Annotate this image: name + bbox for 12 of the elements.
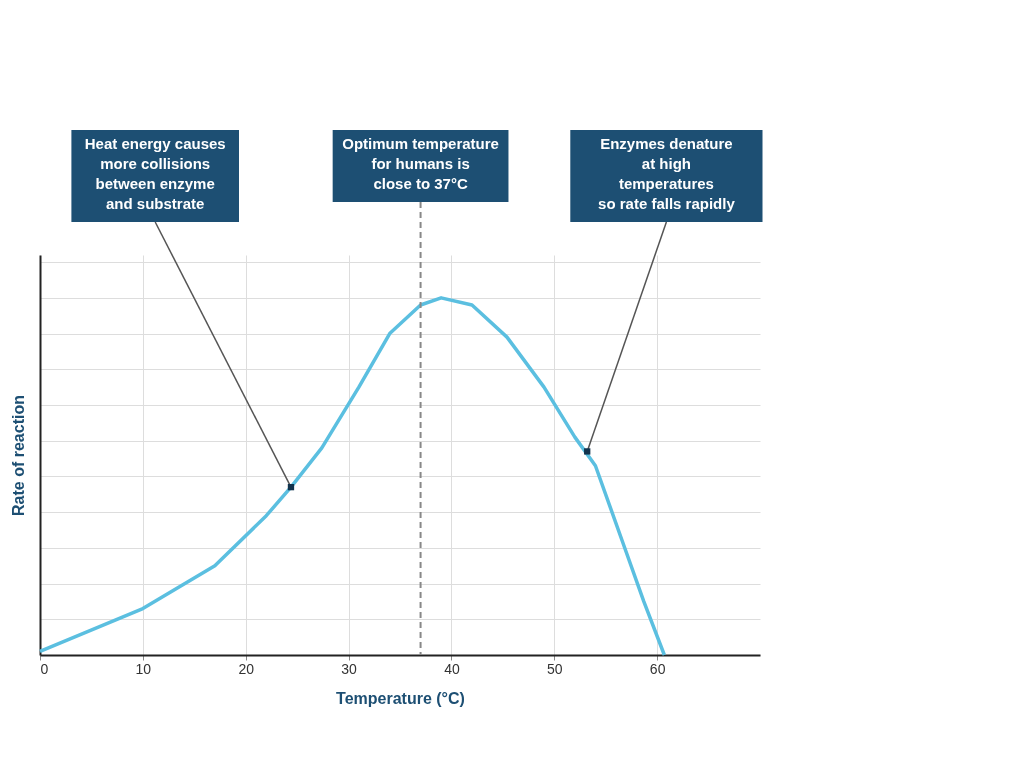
x-tick-label: 30 (341, 660, 358, 677)
annotation: Heat energy causes more collisions between enzyme and substrate (84, 135, 226, 212)
x-tick-label: 10 (135, 660, 152, 677)
x-tick-label: 40 (444, 660, 460, 677)
annotation: Enzymes denature at high temperatures so rate falls rapidly (598, 135, 736, 212)
x-axis-title: Temperature (°C) (336, 689, 465, 707)
y-axis-title: Rate of reaction (9, 395, 27, 516)
x-tick-label: 20 (238, 660, 255, 677)
x-tick-label: 50 (547, 660, 563, 677)
x-tick-label: 60 (649, 660, 666, 677)
x-tick-label: 0 (40, 660, 49, 677)
ref-line-label: Optimum temperature for humans is close to 37°C (342, 135, 499, 192)
